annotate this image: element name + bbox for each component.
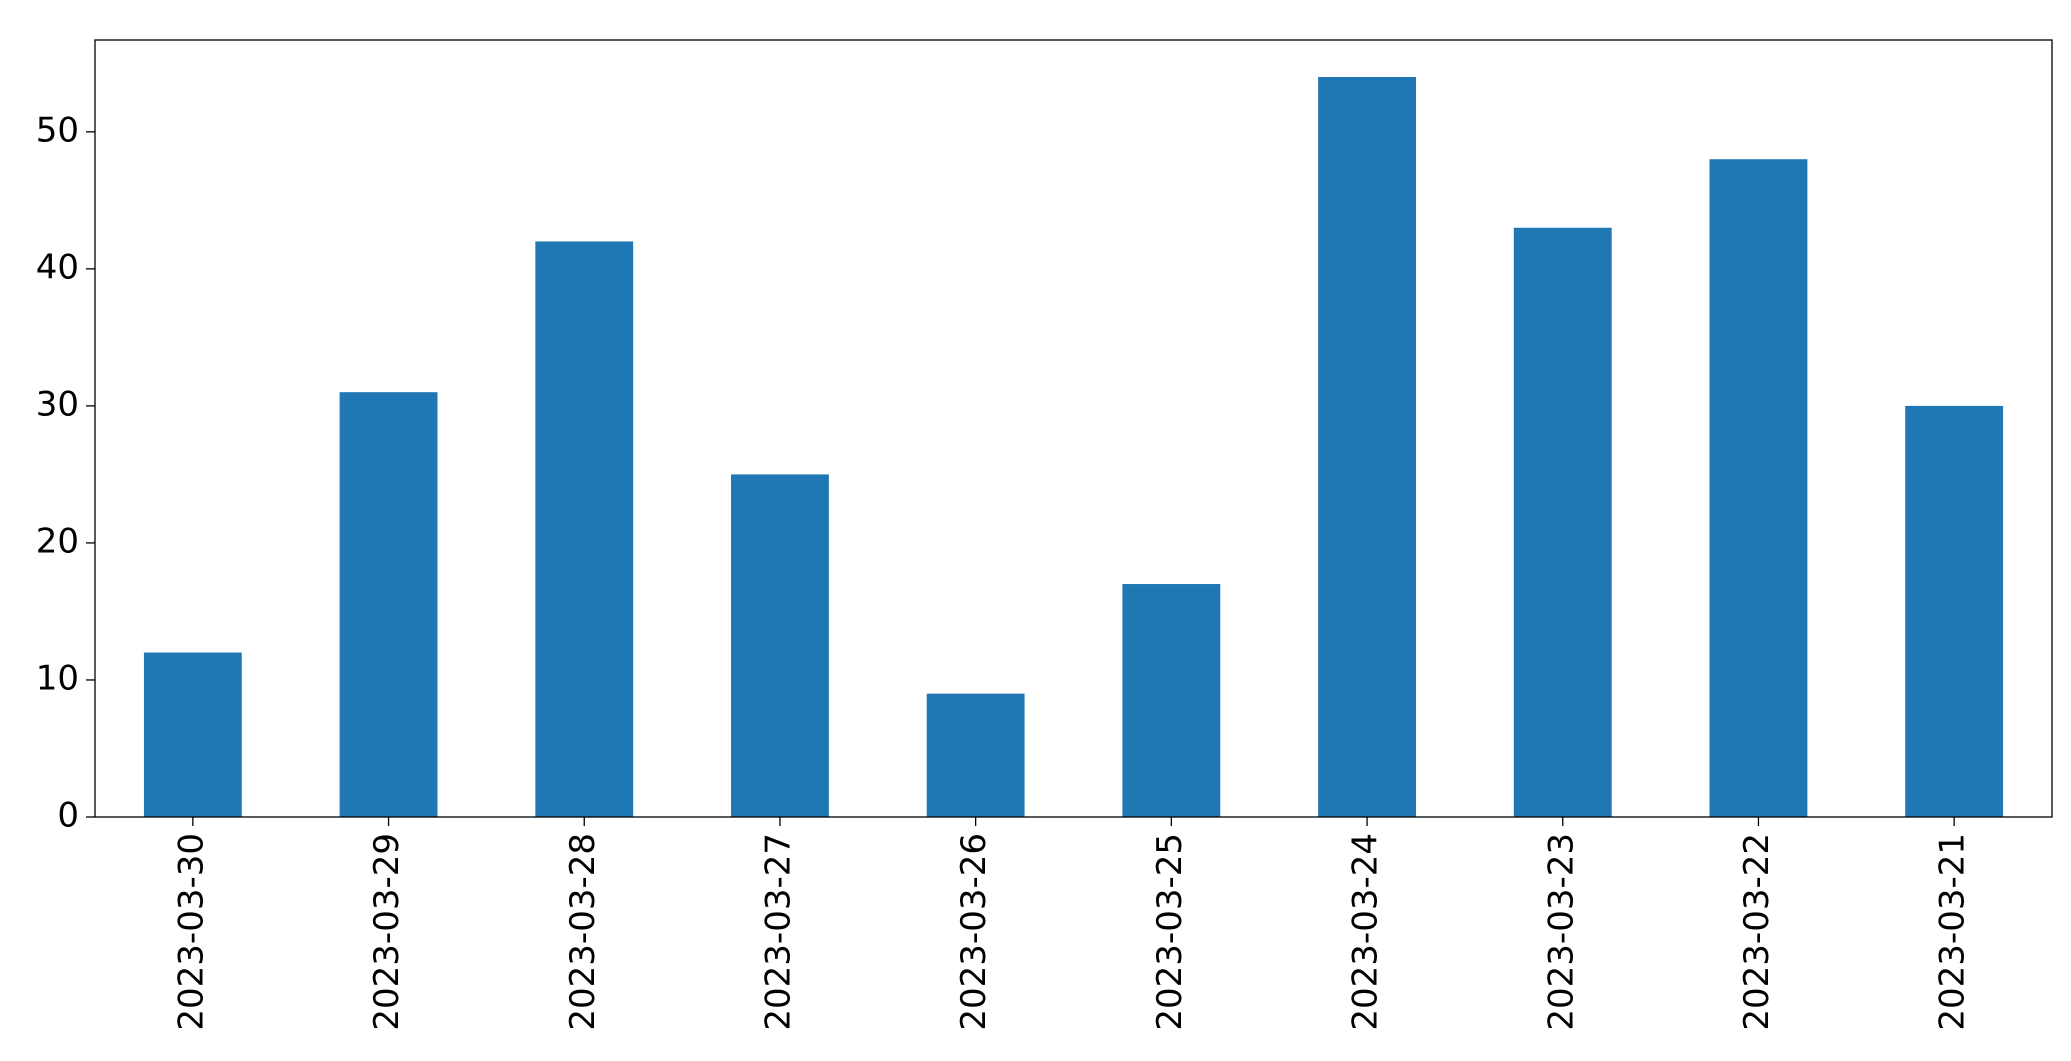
x-tick-label: 2023-03-30 xyxy=(171,833,211,1031)
plot-frame xyxy=(94,39,2053,818)
bar xyxy=(339,392,438,817)
bar xyxy=(926,693,1025,817)
bar xyxy=(1122,584,1221,817)
y-tick-label: 30 xyxy=(36,384,79,424)
y-tick-label: 20 xyxy=(36,521,79,561)
x-tick-label: 2023-03-22 xyxy=(1737,833,1777,1031)
y-tick-label: 0 xyxy=(57,796,79,836)
x-tick-label: 2023-03-21 xyxy=(1933,833,1973,1031)
x-tick-label: 2023-03-25 xyxy=(1150,833,1190,1031)
bar xyxy=(1709,159,1808,817)
bar xyxy=(535,241,634,817)
x-tick-label: 2023-03-26 xyxy=(954,833,994,1031)
bar xyxy=(1513,227,1612,818)
bar xyxy=(1905,405,2004,817)
bar xyxy=(731,474,829,817)
x-tick-label: 2023-03-24 xyxy=(1346,833,1386,1031)
y-tick-label: 50 xyxy=(36,110,79,150)
x-tick-label: 2023-03-29 xyxy=(367,833,407,1031)
bar xyxy=(1318,77,1416,817)
x-tick-label: 2023-03-28 xyxy=(563,833,603,1031)
bar xyxy=(143,652,242,817)
x-tick-label: 2023-03-23 xyxy=(1541,833,1581,1031)
y-tick-label: 10 xyxy=(36,658,79,698)
x-tick-label: 2023-03-27 xyxy=(758,833,798,1031)
y-tick-label: 40 xyxy=(36,247,79,287)
